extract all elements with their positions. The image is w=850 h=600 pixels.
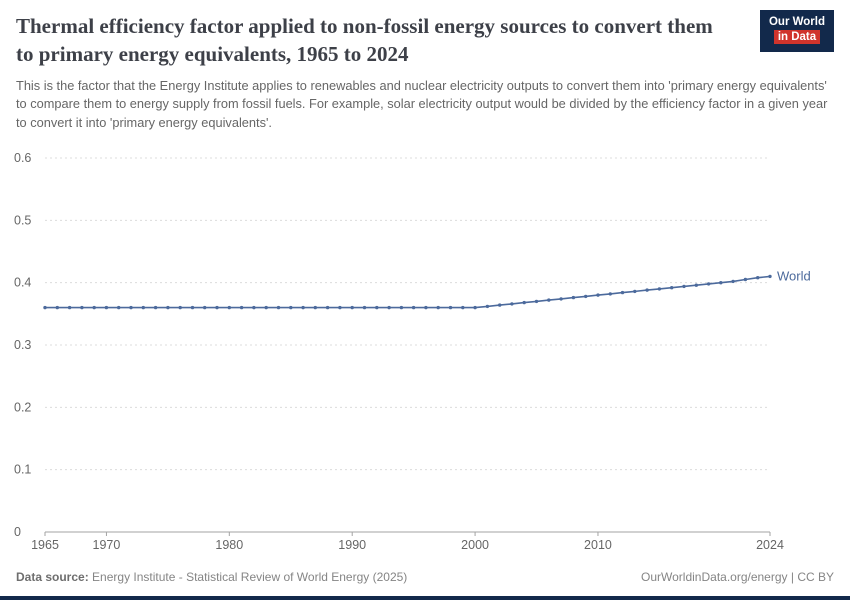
data-point [338,306,342,310]
world-line [45,276,771,309]
svg-text:1980: 1980 [215,538,243,552]
data-point [657,287,662,292]
data-point [719,281,723,285]
data-point [227,306,231,310]
x-axis [44,531,771,537]
owid-logo-line2: in Data [769,29,825,45]
data-point [203,306,207,310]
data-point [67,306,72,310]
data-point [436,306,440,310]
data-point [756,276,760,280]
data-point [522,301,526,305]
data-point [498,303,502,308]
data-point [80,306,84,310]
data-point [682,285,686,289]
data-point [768,275,772,279]
data-point [596,293,600,298]
bottom-accent-bar [0,596,850,600]
chart-subtitle: This is the factor that the Energy Insti… [16,77,828,130]
data-source-label: Data source: [16,570,89,584]
data-point [166,306,170,310]
data-point [325,306,330,310]
x-axis-labels: 1965 1970 1980 1990 2000 2010 2024 [31,538,784,552]
chart-footer: Data source: Energy Institute - Statisti… [0,564,850,596]
data-point [375,306,379,310]
data-point [153,306,158,310]
data-point [448,306,453,310]
data-point [694,283,698,288]
data-point [350,306,354,310]
svg-text:2024: 2024 [756,538,784,552]
data-point [731,280,735,284]
data-point [571,296,576,300]
data-point [399,306,404,310]
data-point [670,286,674,290]
svg-text:0.4: 0.4 [14,276,31,290]
data-point [252,306,256,310]
svg-text:0.5: 0.5 [14,214,31,228]
data-point [313,306,317,310]
data-point [473,306,477,310]
data-point [485,305,490,309]
data-point [104,306,109,310]
svg-text:2000: 2000 [461,538,489,552]
data-point [559,297,563,302]
svg-text:0.2: 0.2 [14,401,31,415]
data-point [117,306,121,310]
data-source: Data source: Energy Institute - Statisti… [16,570,407,584]
line-chart: 0 0.1 0.2 0.3 0.4 0.5 0.6 1965 1970 1980 1990 2000 2… [0,140,850,561]
data-point [129,306,133,310]
data-point [633,290,637,294]
license-link[interactable]: OurWorldinData.org/energy | CC BY [641,570,834,584]
data-point [547,298,551,303]
data-point [461,306,465,310]
data-point [55,306,59,310]
svg-text:1965: 1965 [31,538,59,552]
data-point [534,300,539,304]
data-point [141,306,145,310]
data-point [608,292,612,297]
data-point [362,306,367,310]
data-point [215,306,219,310]
data-point [178,306,182,310]
data-point [424,306,428,310]
svg-text:0.1: 0.1 [14,463,31,477]
data-point [411,306,416,310]
data-point [264,306,268,310]
data-point [239,306,244,310]
data-source-text: Energy Institute - Statistical Review of… [92,570,408,584]
svg-text:1990: 1990 [338,538,366,552]
page-title: Thermal efficiency factor applied to non… [16,14,713,66]
data-point [276,306,281,310]
world-series [43,275,772,310]
svg-text:2010: 2010 [584,538,612,552]
chart-header: Thermal efficiency factor applied to non… [0,0,850,132]
series-label-world: World [777,269,811,284]
data-point [620,291,625,295]
y-axis-labels: 0 0.1 0.2 0.3 0.4 0.5 0.6 [14,151,31,539]
y-gridlines [45,157,770,471]
data-point [92,306,96,310]
data-point [510,302,514,307]
data-point [43,306,47,310]
data-point [387,306,391,310]
owid-logo-line1: Our World [768,16,825,28]
data-point [645,288,649,293]
owid-logo[interactable]: Our World in Data [759,10,834,52]
svg-text:1970: 1970 [93,538,121,552]
svg-text:0.6: 0.6 [14,151,31,165]
data-point [706,282,711,287]
data-point [584,295,588,299]
data-point [743,278,748,282]
data-point [289,306,293,310]
data-point [301,306,305,310]
svg-text:0: 0 [14,525,21,539]
line-chart-canvas: 0 0.1 0.2 0.3 0.4 0.5 0.6 1965 1970 1980 1990 2000 2… [14,151,811,552]
data-point [190,306,195,310]
svg-text:0.3: 0.3 [14,338,31,352]
